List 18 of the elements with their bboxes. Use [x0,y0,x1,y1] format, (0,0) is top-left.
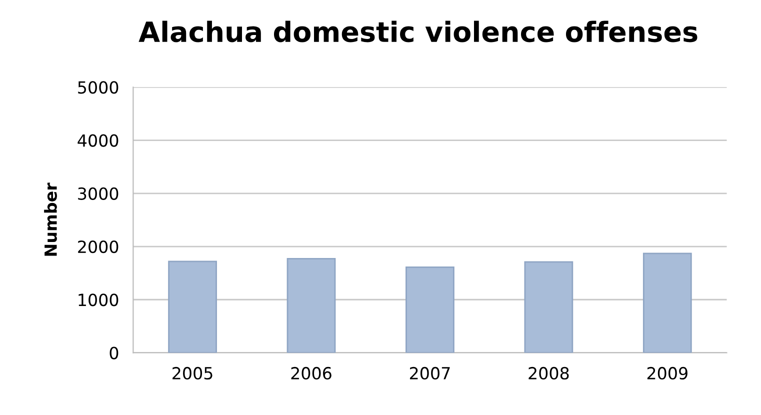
y-tick-label: 5000 [78,81,118,94]
y-tick-label: 1000 [78,294,118,306]
y-tick-label: 4000 [78,134,118,147]
x-tick-label: 2009 [647,366,688,380]
bar [286,258,336,353]
bar [168,260,217,353]
x-tick-label: 2006 [291,366,332,380]
bar [642,252,692,353]
y-tick-label: 2000 [78,240,118,254]
bar [524,261,574,353]
x-tick-label: 2008 [528,366,569,380]
y-tick-label: 0 [110,346,118,360]
y-tick-label: 3000 [78,187,118,200]
bar [406,266,454,353]
y-axis-title: Number [44,182,57,256]
chart-title: Alachua domestic violence offenses [138,20,698,42]
x-tick-label: 2005 [172,366,212,380]
x-tick-label: 2007 [410,366,450,380]
